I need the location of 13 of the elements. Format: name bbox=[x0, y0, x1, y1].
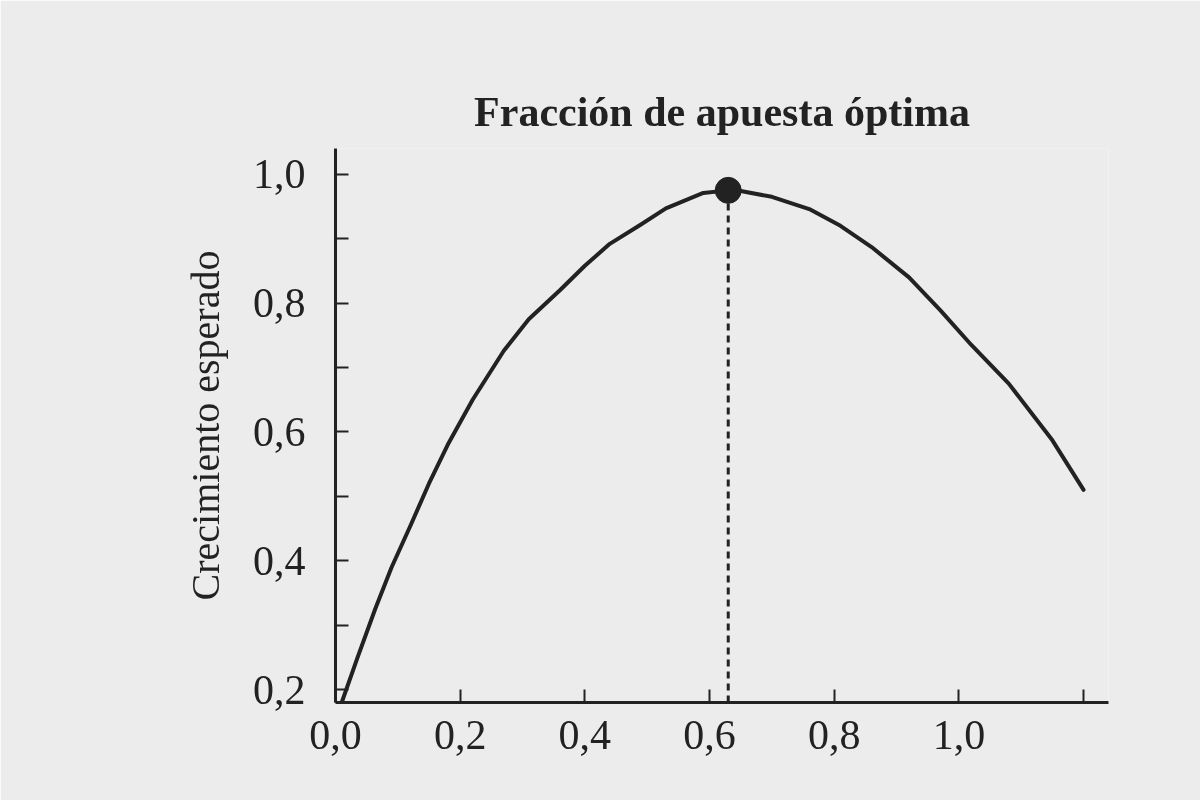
x-tick-label: 0,0 bbox=[309, 711, 362, 758]
x-tick-label: 1,0 bbox=[932, 711, 986, 758]
x-tick-label: 0,4 bbox=[558, 711, 612, 758]
y-tick-label: 0,2 bbox=[253, 666, 306, 713]
y-tick-label: 0,8 bbox=[253, 280, 306, 327]
x-tick-label: 0,8 bbox=[807, 711, 861, 758]
y-tick-label: 1,0 bbox=[253, 151, 306, 198]
y-axis-title: Crecimiento esperado bbox=[183, 250, 228, 601]
x-tick-label: 0,2 bbox=[433, 711, 487, 758]
y-tick-label: 0,4 bbox=[253, 537, 306, 584]
y-tick-label: 0,6 bbox=[253, 408, 306, 455]
chart-title: Fracción de apuesta óptima bbox=[474, 88, 970, 135]
x-tick-label: 0,6 bbox=[683, 711, 736, 758]
